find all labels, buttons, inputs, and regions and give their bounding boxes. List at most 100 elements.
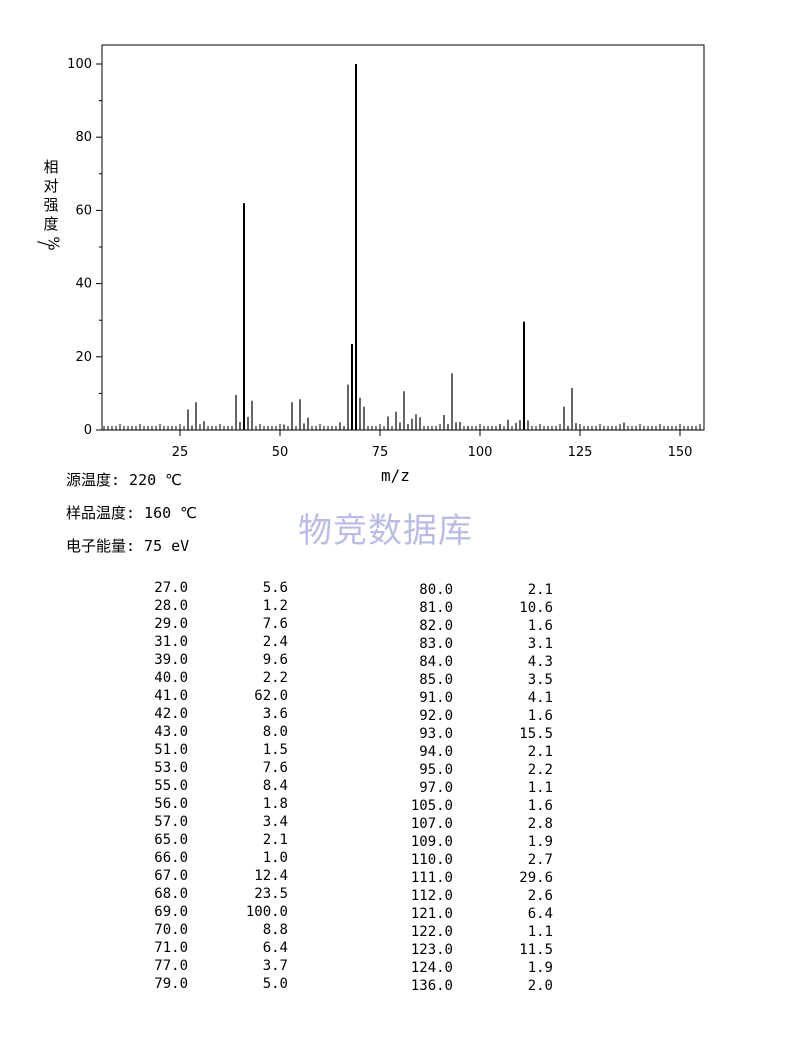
- table-cell-intensity: 7.6: [262, 616, 288, 632]
- source-temperature: 源温度: 220 ℃: [66, 471, 183, 489]
- y-tick-label: 20: [75, 350, 92, 365]
- electron-energy: 电子能量: 75 eV: [66, 537, 190, 555]
- x-minor-ticks: [103, 424, 701, 430]
- table-cell-mz: 28.0: [154, 598, 188, 614]
- table-cell-intensity: 2.1: [527, 744, 553, 760]
- table-cell-intensity: 8.4: [262, 778, 288, 794]
- table-cell-mz: 66.0: [154, 850, 188, 866]
- table-cell-mz: 71.0: [154, 940, 188, 956]
- table-cell-intensity: 1.0: [262, 850, 288, 866]
- table-cell-mz: 85.0: [419, 672, 453, 688]
- table-cell-intensity: 23.5: [254, 886, 288, 902]
- table-cell-intensity: 1.6: [527, 618, 553, 634]
- x-tick-label: 50: [272, 445, 289, 460]
- table-cell-mz: 107.0: [410, 816, 453, 832]
- table-cell-intensity: 10.6: [519, 600, 553, 616]
- table-cell-intensity: 1.6: [527, 798, 553, 814]
- table-cell-mz: 57.0: [154, 814, 188, 830]
- table-cell-mz: 124.0: [410, 960, 453, 976]
- table-cell-intensity: 2.1: [262, 832, 288, 848]
- table-cell-mz: 43.0: [154, 724, 188, 740]
- table-cell-mz: 95.0: [419, 762, 453, 778]
- y-tick-label: 40: [75, 277, 92, 292]
- table-cell-intensity: 6.4: [527, 906, 553, 922]
- table-cell-mz: 81.0: [419, 600, 453, 616]
- table-cell-mz: 69.0: [154, 904, 188, 920]
- y-tick-label: 100: [67, 57, 92, 72]
- table-cell-mz: 110.0: [410, 852, 453, 868]
- table-cell-intensity: 7.6: [262, 760, 288, 776]
- table-cell-intensity: 2.2: [262, 670, 288, 686]
- x-tick-label: 25: [172, 445, 189, 460]
- table-cell-intensity: 1.2: [262, 598, 288, 614]
- table-cell-intensity: 4.3: [527, 654, 553, 670]
- watermark: 物竞数据库: [298, 511, 473, 551]
- table-cell-mz: 112.0: [410, 888, 453, 904]
- table-cell-mz: 79.0: [154, 976, 188, 992]
- table-left-mz-column: 27.0 28.0 29.0 31.0 39.0 40.0 41.0 42.0 43.0 51.0…: [120, 579, 188, 993]
- x-tick-label: 100: [468, 445, 493, 460]
- table-cell-intensity: 3.5: [527, 672, 553, 688]
- table-cell-intensity: 2.1: [527, 582, 553, 598]
- plot-frame: [101, 44, 705, 431]
- table-cell-intensity: 1.1: [527, 780, 553, 796]
- table-cell-intensity: 2.0: [527, 978, 553, 994]
- table-cell-intensity: 2.8: [527, 816, 553, 832]
- table-cell-intensity: 5.6: [262, 580, 288, 596]
- table-cell-mz: 68.0: [154, 886, 188, 902]
- table-cell-mz: 41.0: [154, 688, 188, 704]
- table-cell-intensity: 15.5: [519, 726, 553, 742]
- y-tick-label: 60: [75, 203, 92, 218]
- table-cell-mz: 123.0: [410, 942, 453, 958]
- table-cell-mz: 67.0: [154, 868, 188, 884]
- table-cell-mz: 56.0: [154, 796, 188, 812]
- table-cell-mz: 40.0: [154, 670, 188, 686]
- table-cell-intensity: 3.7: [262, 958, 288, 974]
- mass-spectrum-chart: 0 20 40 60 80 100 25 50 75 100 125 150: [67, 44, 705, 460]
- table-cell-intensity: 1.1: [527, 924, 553, 940]
- y-tick-label: 80: [75, 130, 92, 145]
- table-cell-mz: 83.0: [419, 636, 453, 652]
- table-cell-intensity: 4.1: [527, 690, 553, 706]
- table-cell-mz: 93.0: [419, 726, 453, 742]
- table-cell-intensity: 1.5: [262, 742, 288, 758]
- y-tick-label: 0: [84, 423, 92, 438]
- peak-bars: [187, 64, 625, 430]
- table-cell-mz: 53.0: [154, 760, 188, 776]
- table-cell-mz: 136.0: [410, 978, 453, 994]
- sample-temperature: 样品温度: 160 ℃: [66, 504, 198, 522]
- table-cell-intensity: 9.6: [262, 652, 288, 668]
- table-cell-intensity: 2.2: [527, 762, 553, 778]
- table-cell-intensity: 2.4: [262, 634, 288, 650]
- table-right-mz-column: 80.0 81.0 82.0 83.0 84.0 85.0 91.0 92.0 93.0 94.0…: [385, 581, 453, 995]
- y-axis: 0 20 40 60 80 100: [67, 57, 102, 438]
- table-cell-intensity: 5.0: [262, 976, 288, 992]
- table-cell-mz: 39.0: [154, 652, 188, 668]
- table-cell-mz: 29.0: [154, 616, 188, 632]
- table-cell-mz: 31.0: [154, 634, 188, 650]
- table-cell-intensity: 12.4: [254, 868, 288, 884]
- table-cell-mz: 80.0: [419, 582, 453, 598]
- table-cell-intensity: 2.6: [527, 888, 553, 904]
- table-cell-mz: 94.0: [419, 744, 453, 760]
- y-axis-label-text: 相对强度/%: [35, 158, 64, 251]
- x-tick-label: 75: [372, 445, 389, 460]
- table-cell-mz: 109.0: [410, 834, 453, 850]
- table-cell-intensity: 29.6: [519, 870, 553, 886]
- table-cell-intensity: 6.4: [262, 940, 288, 956]
- table-cell-mz: 55.0: [154, 778, 188, 794]
- table-cell-mz: 122.0: [410, 924, 453, 940]
- table-cell-mz: 42.0: [154, 706, 188, 722]
- table-cell-mz: 65.0: [154, 832, 188, 848]
- x-axis-label: m/z: [381, 466, 410, 485]
- table-cell-mz: 51.0: [154, 742, 188, 758]
- table-cell-intensity: 8.8: [262, 922, 288, 938]
- table-cell-intensity: 1.6: [527, 708, 553, 724]
- table-cell-intensity: 2.7: [527, 852, 553, 868]
- table-cell-mz: 105.0: [410, 798, 453, 814]
- table-cell-mz: 97.0: [419, 780, 453, 796]
- table-cell-mz: 77.0: [154, 958, 188, 974]
- table-cell-mz: 91.0: [419, 690, 453, 706]
- table-cell-intensity: 3.4: [262, 814, 288, 830]
- table-cell-intensity: 8.0: [262, 724, 288, 740]
